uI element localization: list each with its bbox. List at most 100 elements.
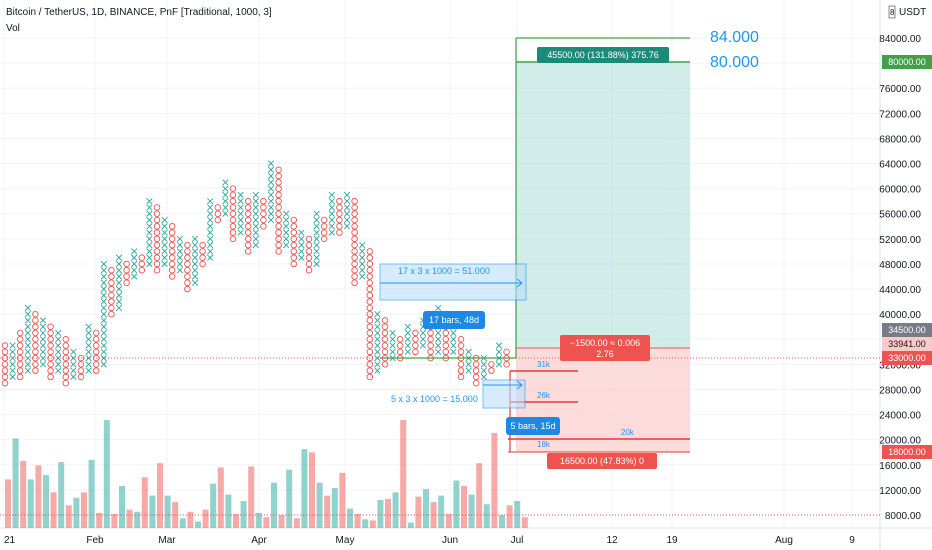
pnf-x-mark: [85, 342, 92, 349]
pnf-o-mark: [229, 210, 237, 217]
pnf-o-mark: [457, 348, 465, 356]
volume-bar: [12, 438, 19, 528]
time-axis[interactable]: 21 Feb Mar Apr May Jun Jul 12 19 Aug 9: [4, 535, 855, 546]
pnf-o-mark: [123, 273, 130, 280]
bars-tooltip-1-text: 17 bars, 48d: [429, 315, 479, 325]
pnf-x-mark: [389, 342, 396, 349]
pnf-x-mark: [176, 254, 183, 261]
volume-bar: [88, 459, 95, 528]
pnf-o-mark: [138, 266, 146, 274]
pnf-x-mark: [100, 361, 107, 368]
pnf-o-mark: [275, 172, 282, 180]
pnf-x-mark: [100, 260, 107, 268]
pnf-o-mark: [47, 348, 54, 356]
volume-bar: [316, 482, 323, 528]
volume-bar: [499, 515, 505, 528]
pnf-o-mark: [184, 260, 191, 268]
pnf-o-mark: [229, 235, 237, 243]
pnf-x-column: [313, 210, 320, 268]
pnf-o-mark: [16, 336, 24, 343]
pnf-x-mark: [404, 342, 411, 349]
pnf-x-column: [480, 354, 487, 381]
pnf-o-mark: [47, 336, 54, 343]
target-80-label: 80.000: [710, 54, 759, 71]
pnf-o-mark: [275, 204, 282, 211]
price-tick-label: 72000.00: [879, 109, 921, 120]
pnf-x-mark: [131, 260, 138, 268]
price-tag-target-text: 80000.00: [888, 57, 926, 67]
volume-bar: [27, 479, 34, 528]
pnf-o-mark: [290, 223, 298, 230]
price-axis[interactable]: 84000.00 76000.00 72000.00 68000.00 64000.00…: [879, 34, 921, 522]
pnf-o-mark: [305, 241, 313, 249]
volume-bar: [141, 477, 148, 528]
volume-bar: [354, 513, 361, 528]
pnf-x-column: [237, 191, 244, 236]
pnf-o-mark: [427, 336, 434, 343]
pnf-x-mark: [298, 229, 305, 236]
price-tick-label: 68000.00: [879, 134, 921, 145]
pnf-o-mark: [275, 229, 282, 236]
pnf-o-mark: [472, 373, 480, 381]
pnf-o-mark: [229, 204, 237, 211]
pnf-x-column: [85, 323, 92, 374]
time-tick-label: Aug: [775, 535, 793, 546]
pnf-x-mark: [450, 342, 457, 349]
pnf-o-mark: [1, 361, 9, 368]
pnf-o-mark: [275, 235, 282, 243]
pnf-o-mark: [153, 235, 161, 243]
measure-box-2[interactable]: [482, 379, 526, 409]
pnf-x-mark: [39, 354, 47, 362]
pnf-o-column: [184, 241, 191, 293]
pnf-x-mark: [70, 348, 77, 355]
pnf-x-mark: [328, 210, 335, 217]
pnf-x-mark: [480, 373, 487, 381]
pnf-x-mark: [343, 191, 351, 199]
pnf-x-mark: [222, 179, 229, 186]
volume-bar: [331, 488, 338, 528]
pnf-x-mark: [207, 216, 214, 224]
measure-box-1[interactable]: [379, 263, 527, 301]
pnf-o-mark: [275, 248, 282, 255]
count-label-1: 17 x 3 x 1000 = 51.000: [398, 266, 490, 276]
pnf-x-mark: [267, 216, 275, 224]
pnf-x-mark: [100, 279, 107, 286]
pnf-x-column: [328, 191, 335, 236]
pnf-x-mark: [222, 198, 229, 205]
volume-bar: [309, 452, 315, 528]
price-tick-label: 32000.00: [879, 360, 921, 371]
pnf-o-mark: [275, 166, 282, 174]
level-20k-label: 20k: [621, 428, 635, 437]
pnf-x-mark: [100, 342, 107, 349]
pnf-o-mark: [366, 361, 374, 368]
pnf-x-mark: [404, 336, 411, 343]
pnf-o-mark: [62, 379, 70, 387]
pnf-o-mark: [168, 260, 176, 268]
pnf-o-mark: [168, 229, 176, 236]
price-tag-entry: [882, 351, 932, 365]
pnf-x-mark: [237, 198, 244, 205]
profit-zone[interactable]: [516, 62, 690, 348]
pnf-o-mark: [305, 254, 313, 261]
pnf-o-mark: [381, 329, 389, 337]
pnf-x-mark: [435, 342, 442, 349]
pnf-o-mark: [229, 191, 237, 199]
legend-volume: Vol: [6, 23, 20, 34]
pnf-o-mark: [275, 210, 282, 217]
pnf-o-mark: [47, 361, 54, 368]
pnf-o-mark: [77, 373, 85, 381]
pnf-o-mark: [92, 367, 100, 374]
pnf-x-mark: [100, 348, 107, 355]
pnf-x-mark: [207, 223, 214, 230]
pnf-o-mark: [108, 292, 115, 299]
time-tick-label: Feb: [86, 535, 104, 546]
pnf-x-mark: [374, 342, 381, 349]
pnf-x-mark: [55, 329, 62, 337]
volume-bar: [476, 463, 483, 528]
time-tick-label: Apr: [251, 535, 267, 546]
pnf-x-mark: [267, 198, 275, 205]
pnf-x-mark: [237, 223, 244, 230]
pnf-x-mark: [465, 367, 472, 374]
pnf-x-mark: [24, 336, 31, 343]
